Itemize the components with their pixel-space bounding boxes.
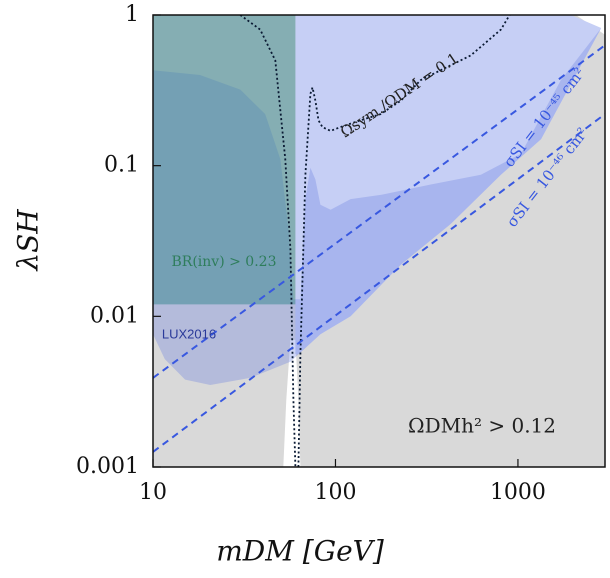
x-tick-label: 10 xyxy=(139,480,167,505)
annotation: ΩDMh² > 0.12 xyxy=(408,414,556,438)
y-axis-label: λSH xyxy=(12,209,45,272)
y-tick-label: 0.1 xyxy=(104,153,139,178)
x-axis-label: mDM [GeV] xyxy=(216,535,384,568)
annotation: LUX2016 xyxy=(162,326,216,341)
curve xyxy=(153,44,605,379)
x-tick-label: 100 xyxy=(314,480,356,505)
y-tick-label: 1 xyxy=(125,2,139,27)
plot-area xyxy=(153,15,605,467)
curve xyxy=(153,113,605,453)
annotation: BR(inv) > 0.23 xyxy=(172,254,277,270)
region xyxy=(295,15,602,355)
y-tick-label: 0.001 xyxy=(76,454,139,479)
curve xyxy=(239,15,511,467)
region xyxy=(153,15,296,305)
plot-frame xyxy=(152,14,606,468)
y-tick-label: 0.01 xyxy=(90,303,139,328)
x-tick-label: 1000 xyxy=(490,480,546,505)
